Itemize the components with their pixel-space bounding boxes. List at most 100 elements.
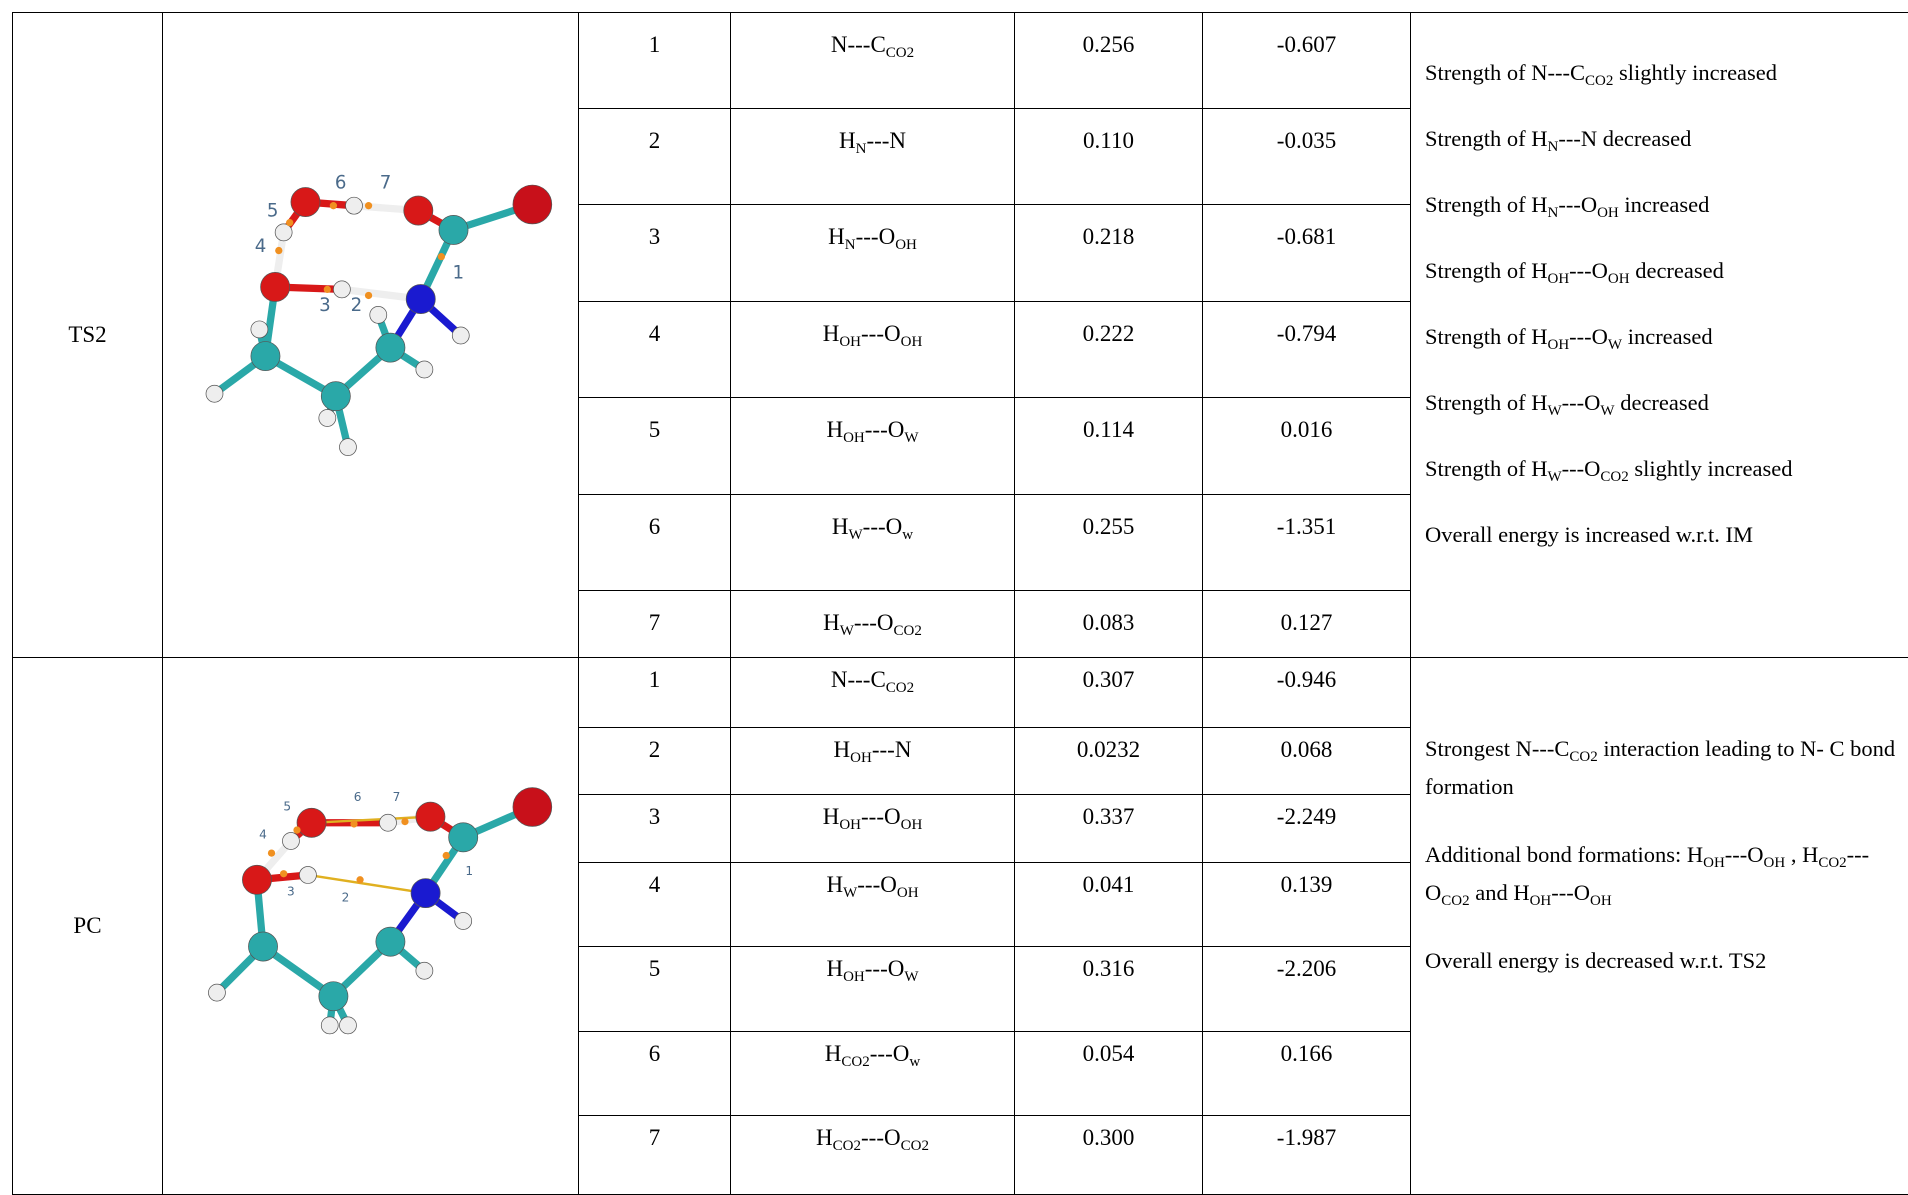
energy-cell: 0.166 bbox=[1203, 1032, 1411, 1116]
text-run: ---O bbox=[861, 1125, 901, 1150]
text-run: H bbox=[823, 610, 840, 635]
critical-point bbox=[275, 246, 282, 253]
subscript: OH bbox=[843, 969, 865, 985]
critical-point bbox=[268, 849, 275, 856]
critical-point bbox=[330, 202, 337, 209]
critical-point bbox=[324, 285, 331, 292]
atom bbox=[339, 1016, 356, 1033]
atom bbox=[439, 215, 468, 244]
subscript: OH bbox=[1597, 205, 1619, 221]
index-cell: 4 bbox=[579, 302, 731, 398]
text-run: ---N decreased bbox=[1558, 126, 1691, 151]
atom bbox=[379, 814, 396, 831]
text-run: H bbox=[816, 1125, 833, 1150]
subscript: OH bbox=[901, 817, 923, 833]
diagram-label: 3 bbox=[287, 884, 295, 898]
density-cell: 0.218 bbox=[1015, 205, 1203, 302]
text-run: ---O bbox=[1562, 390, 1601, 415]
text-run: ---O bbox=[865, 417, 905, 442]
comment-line: Strength of HN---N decreased bbox=[1425, 125, 1904, 191]
subscript: OH bbox=[839, 334, 861, 350]
text-run: ---N bbox=[866, 128, 906, 153]
diagram-label: 5 bbox=[283, 799, 291, 813]
atom bbox=[370, 306, 387, 323]
index-cell: 6 bbox=[579, 1032, 731, 1116]
subscript: N bbox=[1548, 139, 1559, 155]
text-run: Strength of H bbox=[1425, 126, 1548, 151]
subscript: W bbox=[1548, 469, 1562, 485]
critical-point bbox=[438, 253, 445, 260]
subscript: OH bbox=[1703, 855, 1725, 871]
subscript: N bbox=[845, 237, 856, 253]
text-run: ---O bbox=[1558, 192, 1597, 217]
bond-path bbox=[308, 874, 426, 892]
text-run: ---O bbox=[863, 514, 903, 539]
atom bbox=[251, 341, 280, 370]
text-run: ---O bbox=[857, 872, 897, 897]
energy-cell: -0.035 bbox=[1203, 109, 1411, 205]
subscript: N bbox=[1548, 205, 1559, 221]
subscript: W bbox=[1600, 403, 1614, 419]
text-run: H bbox=[839, 128, 856, 153]
text-run: ---O bbox=[865, 956, 905, 981]
atom bbox=[404, 195, 433, 224]
index-cell: 1 bbox=[579, 658, 731, 728]
index-cell: 2 bbox=[579, 109, 731, 205]
diagram-label: 6 bbox=[335, 172, 347, 193]
subscript: OH bbox=[895, 237, 917, 253]
bond-cell: HW---Ow bbox=[731, 495, 1015, 591]
subscript: w bbox=[902, 527, 913, 543]
atom bbox=[208, 984, 225, 1001]
index-cell: 4 bbox=[579, 863, 731, 947]
critical-point bbox=[356, 876, 363, 883]
text-run: decreased bbox=[1630, 258, 1724, 283]
comment-line: Strength of HOH---OOH decreased bbox=[1425, 257, 1904, 323]
atom bbox=[248, 931, 277, 960]
bond-cell: HN---OOH bbox=[731, 205, 1015, 302]
density-cell: 0.054 bbox=[1015, 1032, 1203, 1116]
subscript: OH bbox=[1608, 271, 1630, 287]
subscript: CO2 bbox=[833, 1138, 861, 1154]
energy-cell: -0.681 bbox=[1203, 205, 1411, 302]
subscript: CO2 bbox=[1585, 73, 1613, 89]
text-run: ---O bbox=[861, 804, 901, 829]
atom bbox=[251, 320, 268, 337]
index-cell: 7 bbox=[579, 1116, 731, 1195]
text-run: ---O bbox=[1725, 842, 1764, 867]
atom bbox=[275, 223, 292, 240]
atom bbox=[261, 272, 290, 301]
energy-cell: -2.206 bbox=[1203, 947, 1411, 1032]
critical-point bbox=[443, 851, 450, 858]
diagram-label: 5 bbox=[267, 200, 279, 221]
energy-cell: 0.127 bbox=[1203, 591, 1411, 658]
index-cell: 1 bbox=[579, 13, 731, 109]
atom bbox=[513, 185, 552, 224]
text-run: ---O bbox=[856, 224, 896, 249]
subscript: N bbox=[856, 141, 867, 157]
comment-line: Strength of N---CCO2 slightly increased bbox=[1425, 59, 1904, 125]
diagram-label: 6 bbox=[354, 789, 362, 803]
text-run: slightly increased bbox=[1613, 60, 1777, 85]
density-cell: 0.0232 bbox=[1015, 728, 1203, 795]
subscript: CO2 bbox=[1818, 855, 1846, 871]
diagram-label: 2 bbox=[351, 295, 363, 316]
subscript: OH bbox=[1548, 337, 1570, 353]
page: {"table": {"groups": [ {"label": "TS2", … bbox=[0, 0, 1908, 1194]
text-run: , H bbox=[1785, 842, 1818, 867]
critical-point bbox=[280, 870, 287, 877]
atom bbox=[321, 381, 350, 410]
critical-point bbox=[401, 817, 408, 824]
density-cell: 0.083 bbox=[1015, 591, 1203, 658]
bond-cell: HOH---OOH bbox=[731, 795, 1015, 863]
atom bbox=[416, 962, 433, 979]
text-run: H bbox=[826, 956, 843, 981]
energy-cell: -0.946 bbox=[1203, 658, 1411, 728]
atom bbox=[416, 360, 433, 377]
subscript: CO2 bbox=[901, 1138, 929, 1154]
text-run: H bbox=[826, 872, 843, 897]
subscript: OH bbox=[850, 750, 872, 766]
